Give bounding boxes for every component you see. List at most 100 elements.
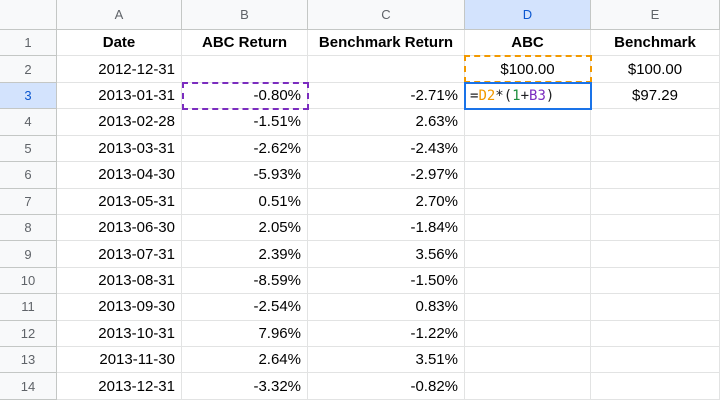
cell-e14[interactable] <box>591 373 720 400</box>
cell-d1[interactable]: ABC <box>465 30 591 57</box>
cell-d8[interactable] <box>465 214 591 242</box>
cell-b7[interactable]: 0.51% <box>182 188 308 215</box>
cell-a9[interactable]: 2013-07-31 <box>57 241 182 268</box>
cell-a2[interactable]: 2012-12-31 <box>57 56 182 83</box>
cell-c10[interactable]: -1.50% <box>308 267 465 295</box>
cell-c1[interactable]: Benchmark Return <box>308 30 465 57</box>
cell-a6[interactable]: 2013-04-30 <box>57 162 182 189</box>
cell-a3[interactable]: 2013-01-31 <box>57 82 182 110</box>
column-header-e[interactable]: E <box>591 0 720 30</box>
row-header-10[interactable]: 10 <box>0 267 57 295</box>
cell-b14[interactable]: -3.32% <box>182 373 308 400</box>
formula-text[interactable]: =D2*(1+B3) <box>470 88 554 104</box>
cell-c2[interactable] <box>308 56 465 83</box>
cell-b8[interactable]: 2.05% <box>182 214 308 242</box>
select-all-corner[interactable] <box>0 0 57 30</box>
cell-b3[interactable]: -0.80% <box>182 82 308 110</box>
cell-c9[interactable]: 3.56% <box>308 241 465 268</box>
cell-a1[interactable]: Date <box>57 30 182 57</box>
column-header-c[interactable]: C <box>308 0 465 30</box>
cell-c3[interactable]: -2.71% <box>308 82 465 110</box>
cell-c12[interactable]: -1.22% <box>308 320 465 348</box>
cell-e9[interactable] <box>591 241 720 268</box>
cell-d9[interactable] <box>465 241 591 268</box>
cell-d6[interactable] <box>465 162 591 189</box>
formula-operator: *( <box>495 88 513 104</box>
cell-c6[interactable]: -2.97% <box>308 162 465 189</box>
cell-e12[interactable] <box>591 320 720 348</box>
cell-a14[interactable]: 2013-12-31 <box>57 373 182 400</box>
cell-e6[interactable] <box>591 162 720 189</box>
cell-d12[interactable] <box>465 320 591 348</box>
formula-equals: = <box>470 88 479 104</box>
cell-d13[interactable] <box>465 347 591 374</box>
formula-close-paren: ) <box>545 88 555 104</box>
row-header-13[interactable]: 13 <box>0 347 57 374</box>
cell-e8[interactable] <box>591 214 720 242</box>
cell-b6[interactable]: -5.93% <box>182 162 308 189</box>
cell-d11[interactable] <box>465 294 591 321</box>
cell-c11[interactable]: 0.83% <box>308 294 465 321</box>
cell-b11[interactable]: -2.54% <box>182 294 308 321</box>
cell-e1[interactable]: Benchmark <box>591 30 720 57</box>
column-header-b[interactable]: B <box>182 0 308 30</box>
cell-c7[interactable]: 2.70% <box>308 188 465 215</box>
cell-a8[interactable]: 2013-06-30 <box>57 214 182 242</box>
row-header-5[interactable]: 5 <box>0 135 57 163</box>
column-header-d[interactable]: D <box>465 0 591 30</box>
cell-b5[interactable]: -2.62% <box>182 135 308 163</box>
row-header-7[interactable]: 7 <box>0 188 57 215</box>
cell-e11[interactable] <box>591 294 720 321</box>
formula-constant: 1 <box>512 88 521 104</box>
cell-a13[interactable]: 2013-11-30 <box>57 347 182 374</box>
cell-e2[interactable]: $100.00 <box>591 56 720 83</box>
cell-d2[interactable]: $100.00 <box>465 56 591 83</box>
formula-ref-d2: D2 <box>478 88 496 104</box>
cell-d10[interactable] <box>465 267 591 295</box>
cell-a11[interactable]: 2013-09-30 <box>57 294 182 321</box>
row-header-2[interactable]: 2 <box>0 56 57 83</box>
row-header-9[interactable]: 9 <box>0 241 57 268</box>
active-cell-editor[interactable]: =D2*(1+B3) <box>464 82 592 110</box>
row-header-4[interactable]: 4 <box>0 109 57 136</box>
cell-e4[interactable] <box>591 109 720 136</box>
column-header-a[interactable]: A <box>57 0 182 30</box>
cell-a12[interactable]: 2013-10-31 <box>57 320 182 348</box>
cell-b12[interactable]: 7.96% <box>182 320 308 348</box>
cell-e3[interactable]: $97.29 <box>591 82 720 110</box>
cell-d7[interactable] <box>465 188 591 215</box>
cell-c5[interactable]: -2.43% <box>308 135 465 163</box>
cell-e7[interactable] <box>591 188 720 215</box>
row-header-1[interactable]: 1 <box>0 30 57 57</box>
cell-b2[interactable] <box>182 56 308 83</box>
cell-b10[interactable]: -8.59% <box>182 267 308 295</box>
cell-c4[interactable]: 2.63% <box>308 109 465 136</box>
cell-b13[interactable]: 2.64% <box>182 347 308 374</box>
cell-e13[interactable] <box>591 347 720 374</box>
cell-c13[interactable]: 3.51% <box>308 347 465 374</box>
cell-c14[interactable]: -0.82% <box>308 373 465 400</box>
row-header-14[interactable]: 14 <box>0 373 57 400</box>
cell-d4[interactable] <box>465 109 591 136</box>
cell-c8[interactable]: -1.84% <box>308 214 465 242</box>
row-header-8[interactable]: 8 <box>0 214 57 242</box>
cell-a4[interactable]: 2013-02-28 <box>57 109 182 136</box>
cell-a7[interactable]: 2013-05-31 <box>57 188 182 215</box>
formula-plus: + <box>520 88 530 104</box>
cell-e10[interactable] <box>591 267 720 295</box>
row-header-12[interactable]: 12 <box>0 320 57 348</box>
formula-ref-b3: B3 <box>529 88 546 104</box>
cell-b1[interactable]: ABC Return <box>182 30 308 57</box>
row-header-3[interactable]: 3 <box>0 82 57 110</box>
cell-a5[interactable]: 2013-03-31 <box>57 135 182 163</box>
cell-d14[interactable] <box>465 373 591 400</box>
row-header-6[interactable]: 6 <box>0 162 57 189</box>
cell-b9[interactable]: 2.39% <box>182 241 308 268</box>
cell-b4[interactable]: -1.51% <box>182 109 308 136</box>
cell-d5[interactable] <box>465 135 591 163</box>
cell-a10[interactable]: 2013-08-31 <box>57 267 182 295</box>
row-header-11[interactable]: 11 <box>0 294 57 321</box>
cell-e5[interactable] <box>591 135 720 163</box>
